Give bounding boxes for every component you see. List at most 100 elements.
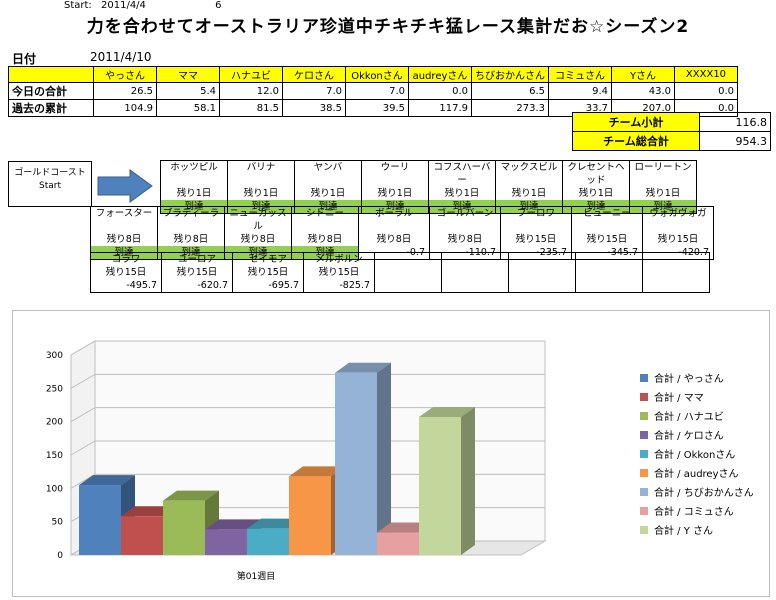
team-totals: チーム小計 116.8 チーム総合計 954.3 — [572, 112, 771, 151]
route-empty-cell — [642, 252, 710, 266]
route-stop-remaining: 残り15日 — [303, 266, 375, 279]
legend-label: 合計 / ハナユビ — [654, 412, 724, 423]
route-row-3: コラワ ユーロア セイモア メルボルン 残り15日 残り15日 残り15日 残り15日 -4… — [90, 252, 710, 293]
legend-item: 合計 / ハナユビ — [640, 406, 754, 425]
legend-swatch — [640, 525, 648, 534]
route-stop-remaining: 残り1日 — [495, 187, 563, 200]
route-empty-cell — [575, 266, 643, 279]
route-empty-cell — [441, 279, 509, 293]
route-start-name: ゴールドコースト — [14, 168, 86, 178]
legend-swatch — [640, 449, 648, 458]
column-header: ママ — [156, 66, 220, 83]
start-info: Start: 2011/4/4 6 — [64, 0, 227, 11]
legend-swatch — [640, 468, 648, 477]
score-cell: 26.5 — [93, 82, 157, 100]
route-stop-remaining: 残り8日 — [90, 233, 158, 246]
score-cell: 39.5 — [345, 99, 409, 117]
route-start-label: Start — [39, 181, 61, 191]
route-stop-name: ヴォガヴォガ — [642, 206, 714, 233]
route-stop-name: ゴールバーン — [429, 206, 501, 233]
route-stop-name: ユーロア — [161, 252, 233, 266]
start-label: Start: — [64, 0, 92, 11]
score-cell: 43.0 — [611, 82, 675, 100]
route-stop-remaining: 残り8日 — [429, 233, 501, 246]
date-value: 2011/4/10 — [90, 50, 152, 64]
route-stop-remaining: 残り8日 — [224, 233, 292, 246]
score-row-today: 今日の合計 26.5 5.4 12.0 7.0 7.0 0.0 6.5 9.4 43.0 0.0 — [8, 82, 738, 100]
route-stop-remaining: 残り15日 — [232, 266, 304, 279]
score-table: やっさん ママ ハナユビ ケロさん Okkonさん audreyさん ちびおかんさん コミュさ… — [8, 66, 738, 117]
column-header: コミュさん — [548, 66, 612, 83]
y-tick-label: 100 — [46, 484, 63, 494]
score-cell: 81.5 — [219, 99, 283, 117]
legend-swatch — [640, 392, 648, 401]
legend-swatch — [640, 487, 648, 496]
route-stop-remaining: 残り1日 — [629, 187, 697, 200]
route-stop-name: ウーリ — [361, 160, 429, 187]
route-stop-remaining: 残り1日 — [361, 187, 429, 200]
bar-top — [289, 466, 345, 477]
bar-top — [79, 475, 135, 486]
route-stop-remaining: 残り15日 — [500, 233, 572, 246]
bar — [419, 417, 461, 555]
bar — [377, 532, 419, 555]
route-stop-name: ローリートン — [629, 160, 697, 187]
score-cell: 7.0 — [282, 82, 346, 100]
legend-swatch — [640, 430, 648, 439]
route-empty-cell — [575, 279, 643, 293]
route-stop-remaining: 残り1日 — [160, 187, 228, 200]
route-stop-name: ホッツピル — [160, 160, 228, 187]
legend-label: 合計 / ケロさん — [654, 431, 724, 442]
start-date: 2011/4/4 — [101, 0, 146, 11]
score-cell: 0.0 — [408, 82, 472, 100]
route-stop-remaining: 残り8日 — [157, 233, 225, 246]
route-stop-distance: -495.7 — [90, 279, 162, 293]
score-cell: 38.5 — [282, 99, 346, 117]
legend-item: 合計 / やっさん — [640, 368, 754, 387]
route-empty-cell — [441, 266, 509, 279]
team-subtotal-label: チーム小計 — [572, 112, 700, 132]
route-stop-name: フォースター — [90, 206, 158, 233]
route-stop-remaining: 残り8日 — [291, 233, 359, 246]
route-empty-cell — [508, 279, 576, 293]
route-stop-name: ヤンバ — [294, 160, 362, 187]
route-stop-distance: -695.7 — [232, 279, 304, 293]
bar-side — [461, 407, 475, 555]
route-stop-remaining: 残り1日 — [227, 187, 295, 200]
legend-label: 合計 / やっさん — [654, 374, 724, 385]
route-empty-cell — [575, 252, 643, 266]
y-tick-label: 300 — [46, 351, 63, 361]
route-stop-remaining: 残り15日 — [571, 233, 643, 246]
score-cell: 0.0 — [674, 82, 738, 100]
route-empty-cell — [508, 252, 576, 266]
route-empty-cell — [441, 252, 509, 266]
row-label: 今日の合計 — [8, 82, 94, 100]
score-cell: 58.1 — [156, 99, 220, 117]
route-stop-name: ブーロワ — [500, 206, 572, 233]
route-stop-name: ニューカッスル — [224, 206, 292, 233]
score-cell: 6.5 — [471, 82, 549, 100]
route-stop-name: ブラディーラ — [157, 206, 225, 233]
legend-swatch — [640, 411, 648, 420]
team-total-value: 954.3 — [699, 131, 771, 151]
bar-top — [163, 490, 219, 501]
row-label: 過去の累計 — [8, 99, 94, 117]
bar — [335, 372, 377, 555]
score-cell: 117.9 — [408, 99, 472, 117]
route-stop-remaining: 残り1日 — [294, 187, 362, 200]
route-stop-remaining: 残り15日 — [161, 266, 233, 279]
bar-side — [377, 362, 391, 555]
legend-item: 合計 / コミュさん — [640, 501, 754, 520]
column-header: ちびおかんさん — [471, 66, 549, 83]
route-stop-remaining: 残り15日 — [642, 233, 714, 246]
route-stop-remaining: 残り15日 — [90, 266, 162, 279]
bar — [163, 500, 205, 555]
legend-swatch — [640, 373, 648, 382]
route-stop-remaining: 残り1日 — [428, 187, 496, 200]
route-stop-name: バリナ — [227, 160, 295, 187]
score-cell: 7.0 — [345, 82, 409, 100]
column-header: XXXX10 — [674, 66, 738, 83]
legend-label: 合計 / コミュさん — [654, 507, 734, 518]
legend-label: 合計 / Y さん — [654, 526, 714, 537]
legend-label: 合計 / Okkonさん — [654, 450, 736, 461]
